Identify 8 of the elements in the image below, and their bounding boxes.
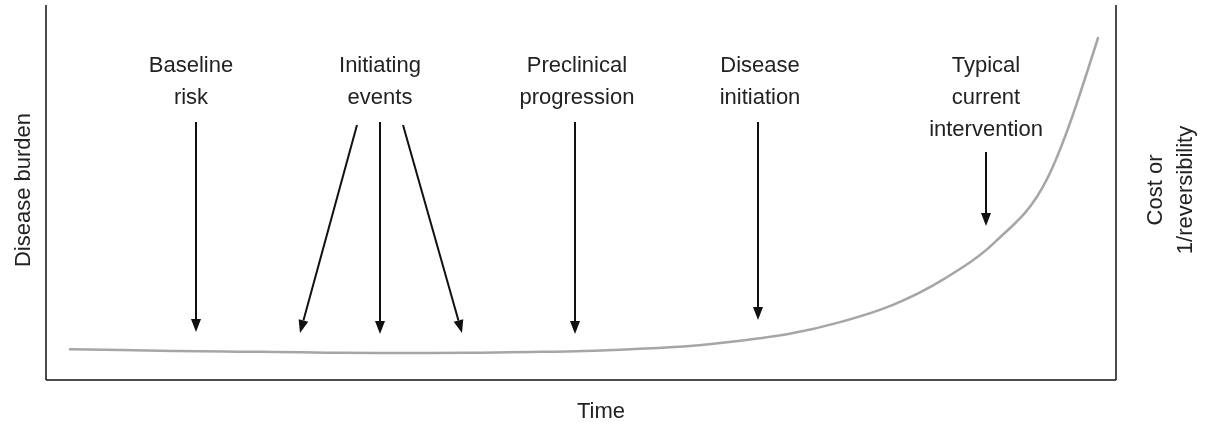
y-axis-title: Disease burden bbox=[10, 112, 35, 268]
x-axis-title: Time bbox=[576, 398, 626, 423]
y2-axis-title: Cost or 1/reversibility bbox=[1142, 125, 1197, 255]
annotation: Typical current intervention bbox=[929, 52, 1043, 141]
annotation: Baseline risk bbox=[148, 52, 234, 109]
annotation: Disease initiation bbox=[719, 52, 801, 109]
annotation: Preclinical progression bbox=[519, 52, 635, 109]
annotation: Initiating events bbox=[339, 52, 421, 109]
